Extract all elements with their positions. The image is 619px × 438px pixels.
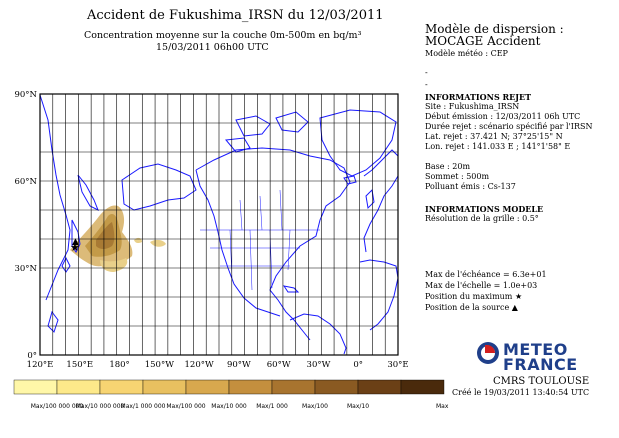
position-maximum-label: Position du maximum ★ (425, 292, 523, 301)
colorbar-swatch (314, 379, 359, 395)
release-lon: Lon. rejet : 141.033 E ; 141°1'58" E (425, 142, 571, 151)
longitude-labels: 120°E 150°E 180° 150°W 120°W 90°W 60°W 30°W 0° 30… (27, 360, 409, 370)
longitude-label: 60°W (267, 360, 291, 370)
colorbar-swatch (13, 379, 58, 395)
model-resolution: Résolution de la grille : 0.5° (425, 214, 539, 223)
maximum-marker: ★ (70, 241, 80, 254)
created-timestamp: Créé le 19/03/2011 13:40:54 UTC (452, 388, 590, 397)
map-subtitle: Concentration moyenne sur la couche 0m-5… (84, 30, 362, 41)
longitude-label: 120°W (185, 360, 214, 370)
colorbar-label: Max/100 000 000 (30, 403, 84, 410)
dash-1: - (425, 68, 428, 77)
longitude-label: 180° (109, 360, 129, 370)
center-name: CMRS TOULOUSE (493, 376, 590, 387)
latitude-labels: 90°N 60°N 30°N 0° (14, 90, 37, 361)
colorbar-swatch (185, 379, 230, 395)
longitude-label: 90°W (227, 360, 251, 370)
colorbar-label: Max/100 (302, 403, 328, 410)
colorbar-label: Max/10 000 000 (75, 403, 125, 410)
colorbar-label: Max/1 000 (256, 403, 288, 410)
release-top: Sommet : 500m (425, 172, 490, 181)
colorbar-swatch (56, 379, 101, 395)
colorbar-label: Max/100 000 (166, 403, 206, 410)
logo-line1: METEO (503, 340, 568, 359)
release-heading: INFORMATIONS REJET (425, 92, 532, 102)
release-pollutant: Polluant émis : Cs-137 (425, 182, 516, 191)
colorbar-swatch (142, 379, 187, 395)
release-lat: Lat. rejet : 37.421 N; 37°25'15" N (425, 132, 563, 141)
colorbar-label: Max/10 000 (211, 403, 247, 410)
model-info-heading: INFORMATIONS MODELE (425, 204, 544, 214)
position-source-label: Position de la source ▲ (425, 303, 518, 312)
longitude-label: 30°E (387, 360, 408, 370)
map-frame (39, 93, 399, 356)
dash-2: - (425, 80, 428, 89)
colorbar (13, 379, 445, 395)
meteo-france-logo-icon (477, 342, 499, 364)
latitude-label: 30°N (14, 264, 37, 274)
latitude-label: 90°N (14, 90, 37, 100)
map-title: Accident de Fukushima_IRSN du 12/03/2011 (87, 8, 384, 23)
latitude-label: 0° (27, 351, 37, 361)
colorbar-swatch (99, 379, 144, 395)
longitude-label: 150°E (66, 360, 93, 370)
colorbar-label: Max/1 000 000 (120, 403, 166, 410)
release-start: Début émission : 12/03/2011 06h UTC (425, 112, 581, 121)
star-icon: ★ (514, 292, 523, 301)
colorbar-swatch (228, 379, 273, 395)
max-echeance: Max de l'échéance = 6.3e+01 (425, 270, 547, 279)
model-title-line1: Modèle de dispersion : (425, 22, 564, 36)
colorbar-swatch (400, 379, 445, 395)
map-datetime: 15/03/2011 06h00 UTC (156, 42, 269, 53)
longitude-label: 120°E (27, 360, 54, 370)
colorbar-swatch (357, 379, 402, 395)
longitude-label: 150°W (145, 360, 174, 370)
logo-line2: FRANCE (503, 355, 578, 374)
longitude-label: 30°W (307, 360, 331, 370)
release-base: Base : 20m (425, 162, 471, 171)
release-duration: Durée rejet : scénario spécifié par l'IR… (425, 122, 593, 131)
borders (200, 189, 320, 291)
model-title-line2: MOCAGE Accident (425, 34, 541, 48)
source-marker: ▲ (72, 237, 79, 247)
release-site: Site : Fukushima_IRSN (425, 102, 520, 111)
triangle-icon: ▲ (511, 303, 518, 312)
model-meteo: Modèle météo : CEP (425, 49, 508, 58)
map-grid (40, 94, 398, 355)
max-echelle: Max de l'échelle = 1.0e+03 (425, 281, 538, 290)
colorbar-swatch (271, 379, 316, 395)
colorbar-label: Max/10 (346, 403, 370, 410)
colorbar-label: Max (436, 403, 449, 410)
longitude-label: 0° (353, 360, 363, 370)
latitude-label: 60°N (14, 177, 37, 187)
